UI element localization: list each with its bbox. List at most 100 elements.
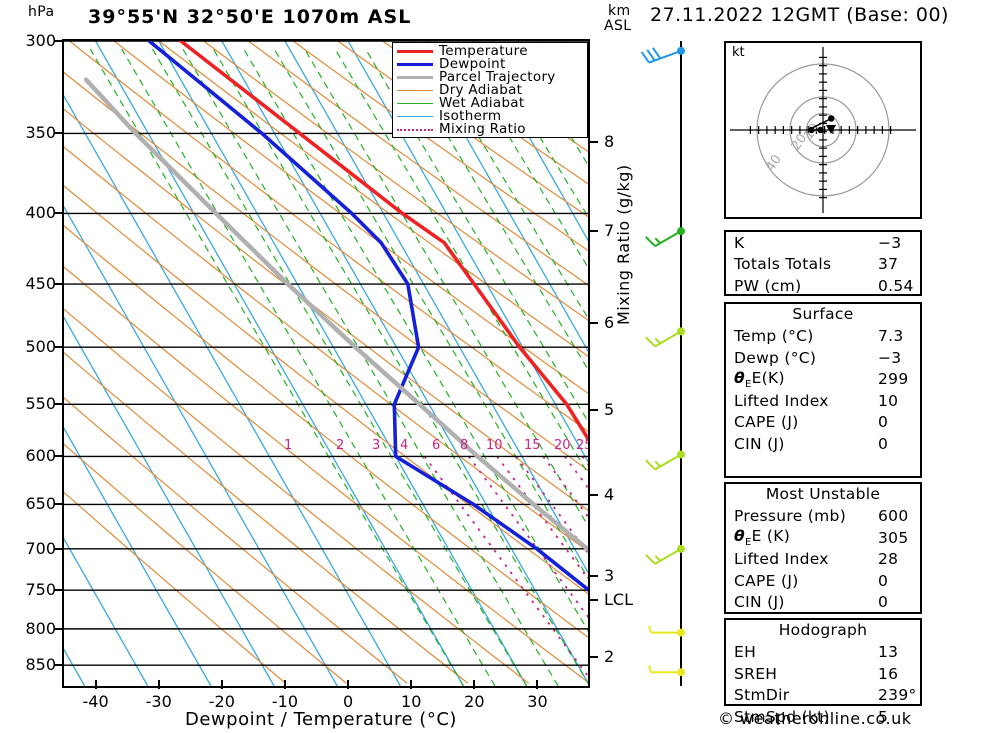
pressure-tick-850: 850 [25,655,56,675]
pressure-tick-mark-300 [54,40,62,42]
row-key: CAPE (J) [734,571,799,590]
row-value: 7.3 [878,327,904,346]
hodograph-unit-label: kt [732,45,745,60]
height-unit-label-asl: ASL [604,18,632,34]
panel-heading: Most Unstable [765,485,881,503]
svg-text:6: 6 [432,438,440,453]
skewt-plot: 1 2 3 4 6 8 10 15 20 25 [62,39,590,688]
legend-label: Isotherm [439,108,502,124]
row-value: 299 [878,370,909,389]
height-tick-7: 7 [604,221,615,241]
row-key: Lifted Index [734,550,829,569]
height-tick-mark-4 [589,494,598,497]
data-row: SREH 16 [726,663,920,685]
data-row: CIN (J) 0 [726,433,920,455]
temperature-tick-mark--10 [283,680,286,689]
legend-item-wet-adiabat: Wet Adiabat [397,96,587,110]
height-tick-mark-3 [589,575,598,578]
row-key: CAPE (J) [734,413,799,432]
height-tick-2: 2 [604,646,615,666]
legend: Temperature Dewpoint Parcel Trajectory Dry … [392,42,588,138]
height-tick-4: 4 [604,485,615,505]
pressure-tick-750: 750 [25,580,56,600]
hodograph-point [817,126,824,134]
pressure-tick-mark-500 [54,346,62,349]
legend-swatch [397,50,433,53]
row-key: K [734,233,745,252]
height-tick-3: 3 [604,566,615,586]
row-key: EH [734,643,757,662]
pressure-tick-mark-450 [54,283,62,286]
legend-swatch [397,116,433,117]
series-parcel-trajectory [83,77,588,553]
pressure-tick-mark-800 [54,627,62,630]
temperature-tick--10: -10 [271,692,299,711]
wind-barb-canvas [640,41,685,686]
temperature-tick-0: 0 [343,692,354,711]
stability-indices-panel: K −3 Totals Totals 37 PW (cm) 0.54 [724,230,922,296]
hodograph-panel: kt 102040 [724,41,922,219]
data-row: Dewp (°C) −3 [726,347,920,369]
row-value: 13 [878,643,899,662]
height-tick-8: 8 [604,131,615,151]
pressure-tick-mark-850 [54,664,62,667]
most-unstable-parcel-panel: Most Unstable Pressure (mb) 600 θEE (K) 305 L… [724,482,922,614]
data-row: CIN (J) 0 [726,592,920,614]
legend-item-temperature: Temperature [397,44,587,58]
data-row: Lifted Index 10 [726,390,920,412]
row-value: 28 [878,550,899,569]
pressure-tick-550: 550 [25,394,56,414]
pressure-tick-800: 800 [25,618,56,638]
row-value: 305 [878,528,909,547]
pressure-tick-350: 350 [25,123,56,143]
row-key: StmSpd (kt) [734,707,830,726]
row-value: −3 [878,348,902,367]
wind-barb-805 [648,625,685,637]
legend-swatch [397,128,433,131]
row-value: 0 [878,593,889,612]
row-key: Lifted Index [734,391,829,410]
hodograph-point [828,115,835,122]
temperature-tick--40: -40 [82,692,109,711]
hodograph-ring-label-40: 40 [763,152,785,174]
row-key: PW (cm) [734,276,802,295]
row-value: 5 [878,707,889,726]
wind-barb-860 [648,665,685,677]
mixing-ratio-axis-title: Mixing Ratio (g/kg) [614,164,633,325]
x-axis-title: Dewpoint / Temperature (°C) [185,709,457,730]
data-row: θEE (K) 305 [726,527,920,549]
pressure-unit-label: hPa [28,4,55,20]
temperature-tick-30: 30 [527,692,548,711]
panel-heading: Hodograph [778,621,868,639]
legend-item-mixing-ratio: Mixing Ratio [397,122,587,136]
pressure-tick-mark-750 [54,589,62,592]
legend-label: Dewpoint [439,56,506,72]
row-key: CIN (J) [734,434,785,453]
pressure-tick-500: 500 [25,337,56,357]
row-key: SREH [734,664,778,683]
pressure-tick-mark-350 [54,132,62,135]
temperature-tick-mark-20 [473,680,476,689]
wind-barb-487 [645,327,685,348]
height-tick-mark-8 [589,140,598,143]
data-row: EH 13 [726,642,920,664]
wind-barb-598 [645,450,685,471]
pressure-tick-400: 400 [25,203,56,223]
storm-motion-marker [826,125,836,134]
legend-item-dewpoint: Dewpoint [397,56,587,72]
wind-barb-700 [645,544,685,565]
pressure-tick-mark-700 [54,547,62,550]
legend-label: Dry Adiabat [439,82,523,98]
data-row: PW (cm) 0.54 [726,275,920,297]
wind-barb-305 [640,46,685,64]
surface-parcel-panel: Surface Temp (°C) 7.3 Dewp (°C) −3 θEE(K) 299 L… [724,302,922,478]
wind-barb-column [640,39,716,688]
wind-barb-412 [645,227,685,248]
legend-swatch [397,63,433,66]
row-key: Dewp (°C) [734,348,817,367]
row-value: 239° [878,686,917,705]
row-key: StmDir [734,686,790,705]
hodograph-stats-panel: Hodograph EH 13 SREH 16 StmDir 239° StmSpd (kt)… [724,618,922,726]
legend-swatch [397,76,433,79]
row-value: 16 [878,664,899,683]
